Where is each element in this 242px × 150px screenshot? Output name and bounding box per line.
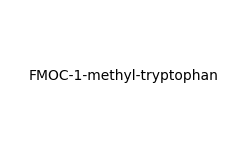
Text: FMOC-1-methyl-tryptophan: FMOC-1-methyl-tryptophan bbox=[29, 69, 219, 83]
